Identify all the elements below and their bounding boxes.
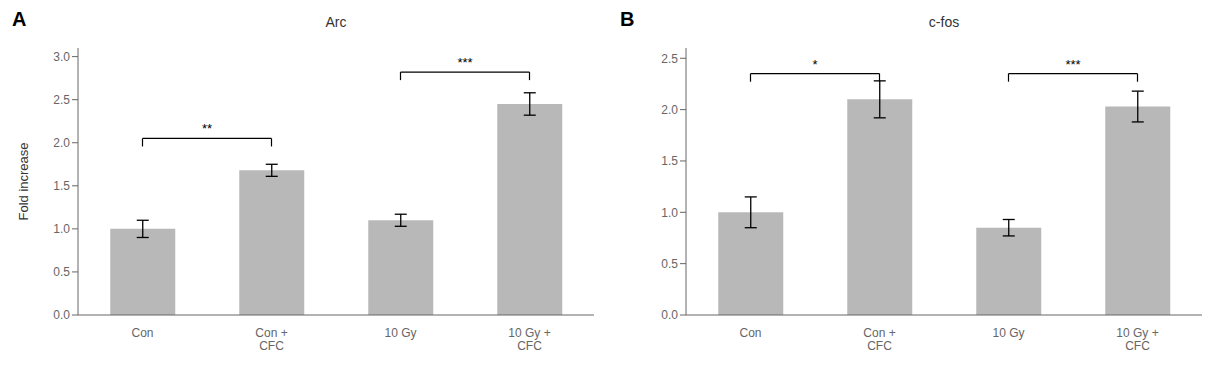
svg-text:10 Gy: 10 Gy [384,326,416,340]
svg-text:Con: Con [739,326,761,340]
svg-text:2.0: 2.0 [661,103,678,117]
svg-text:10 Gy +CFC: 10 Gy +CFC [1116,326,1158,354]
html-text:A: A [12,8,27,30]
svg-text:Con +CFC: Con +CFC [255,326,287,354]
svg-text:0.5: 0.5 [53,265,70,279]
svg-text:***: *** [1065,57,1080,72]
svg-text:*: * [812,57,817,72]
svg-text:2.5: 2.5 [53,93,70,107]
svg-text:1.0: 1.0 [661,206,678,220]
svg-text:2.0: 2.0 [53,136,70,150]
svg-text:1.5: 1.5 [53,179,70,193]
svg-text:0.0: 0.0 [661,308,678,322]
svg-text:**: ** [202,121,212,136]
svg-text:1.0: 1.0 [53,222,70,236]
svg-text:2.5: 2.5 [661,52,678,66]
svg-text:1.5: 1.5 [661,154,678,168]
svg-text:Fold increase: Fold increase [16,142,31,220]
svg-text:Con: Con [131,326,153,340]
svg-text:0.0: 0.0 [53,308,70,322]
html-text:Arc: Arc [325,14,347,30]
svg-text:10 Gy +CFC: 10 Gy +CFC [508,326,550,354]
svg-text:Con +CFC: Con +CFC [863,326,895,354]
svg-text:***: *** [457,55,472,70]
svg-text:10 Gy: 10 Gy [992,326,1024,340]
svg-text:0.5: 0.5 [661,257,678,271]
svg-text:3.0: 3.0 [53,50,70,64]
html-text:c-fos: c-fos [928,14,960,30]
html-text:B: B [620,8,635,30]
